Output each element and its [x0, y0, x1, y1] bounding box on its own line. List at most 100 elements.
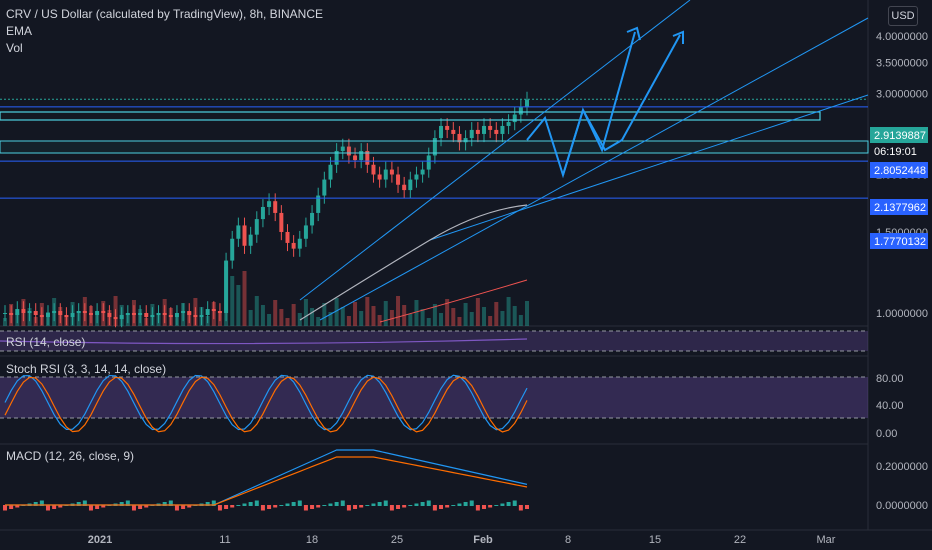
rsi-line [0, 338, 528, 345]
ema-line [299, 204, 528, 321]
candle-body [310, 212, 315, 226]
candle-body [451, 129, 456, 134]
support-zone [0, 140, 869, 154]
candle-body [187, 311, 192, 316]
candle-body [291, 242, 296, 249]
candle-body [15, 309, 20, 316]
volume-bar [469, 312, 474, 326]
candle-body [383, 169, 388, 180]
macd-histogram-bar [377, 502, 382, 506]
time-tick-label: Feb [473, 534, 493, 546]
macd-histogram-bar [144, 505, 149, 508]
stoch-tick-label: 0.00 [876, 428, 897, 440]
stoch-d-line [4, 376, 528, 433]
candle-body [297, 238, 302, 249]
candle-body [58, 311, 63, 316]
candle-body [162, 313, 167, 316]
vol-label[interactable]: Vol [6, 41, 23, 55]
oscillator-lines [0, 338, 529, 511]
macd-histogram-bar [187, 505, 192, 508]
trend-drawings [0, 0, 869, 323]
macd-histogram-bar [138, 505, 143, 509]
candle-body [316, 195, 321, 213]
macd-histogram-bar [414, 503, 419, 506]
candle-body [488, 125, 493, 130]
volume-bar [525, 301, 529, 326]
macd-histogram-bar [217, 505, 222, 511]
volume-bar [389, 310, 394, 326]
rsi-label[interactable]: RSI (14, close) [6, 335, 86, 349]
candle-body [322, 179, 327, 196]
macd-histogram-bar [451, 505, 456, 506]
macd-histogram-bar [3, 505, 7, 511]
volume-bar [414, 300, 419, 326]
candle-body [150, 315, 155, 318]
macd-histogram-bar [432, 505, 437, 511]
macd-histogram-bar [260, 505, 265, 511]
volume-bar [328, 312, 333, 326]
price-badge-text: 06:19:01 [874, 146, 917, 158]
macd-histogram-bar [420, 502, 425, 506]
volume-bar [279, 309, 284, 326]
macd-histogram-bar [181, 505, 186, 509]
ema-label[interactable]: EMA [6, 24, 33, 38]
candle-body [482, 125, 487, 134]
price-badge [870, 233, 928, 249]
macd-histogram-bar [82, 500, 87, 506]
candle-body [260, 206, 265, 220]
volume-bar [518, 315, 523, 326]
volume-bar [291, 304, 296, 326]
candle-body [45, 313, 50, 318]
price-tick-label: 1.0000000 [876, 308, 928, 320]
candle-body [205, 309, 210, 316]
macd-histogram-bar [9, 505, 14, 509]
volume-bar [285, 318, 290, 326]
macd-histogram-bar [328, 503, 333, 506]
candle-body [512, 114, 517, 123]
candle-body [113, 317, 118, 320]
arrowhead [672, 30, 684, 44]
candle-body [125, 313, 130, 316]
volume-bar [432, 304, 437, 326]
macd-label[interactable]: MACD (12, 26, close, 9) [6, 449, 135, 463]
candle-body [242, 225, 247, 246]
candle-body [432, 138, 437, 156]
candle-body [156, 313, 161, 316]
candle-body [88, 313, 93, 316]
price-axis[interactable]: 4.00000003.50000003.00000002.00000001.50… [876, 31, 928, 512]
volume-bar [426, 318, 431, 326]
macd-histogram-bar [500, 503, 505, 506]
volume-bar [377, 315, 382, 326]
stoch-rsi-label[interactable]: Stoch RSI (3, 3, 14, 14, close) [6, 362, 167, 376]
macd-histogram-bar [273, 505, 278, 508]
time-tick-label: Mar [817, 534, 836, 546]
volume-bar [267, 314, 272, 326]
volume-bar [230, 276, 235, 326]
volume-bar [475, 298, 480, 326]
candle-body [334, 150, 339, 165]
volume-bar [334, 298, 339, 326]
macd-histogram-bar [224, 505, 229, 509]
candle-body [131, 313, 136, 316]
volume-bar [359, 311, 364, 326]
volume-bar [3, 318, 7, 326]
time-axis[interactable]: 2021 11 18 25 Feb 8 15 22 Mar [88, 534, 836, 546]
macd-histogram-bar [340, 500, 345, 506]
trend-line [319, 17, 869, 321]
volume-bar [494, 302, 499, 326]
candle-body [224, 260, 229, 313]
candle-body [408, 179, 413, 191]
candle-body [463, 138, 468, 143]
candle-body [396, 174, 401, 185]
macd-histogram-bar [316, 505, 321, 508]
volume-bar [396, 296, 401, 326]
currency-button[interactable]: USD [888, 6, 918, 26]
candle-body [303, 225, 308, 239]
signal-line [5, 456, 528, 506]
macd-histogram-bar [475, 505, 480, 511]
macd-histogram-bar [371, 503, 376, 506]
macd-histogram-bar [76, 502, 81, 506]
macd-histogram-bar [291, 502, 296, 506]
macd-histogram-bar [359, 505, 364, 508]
